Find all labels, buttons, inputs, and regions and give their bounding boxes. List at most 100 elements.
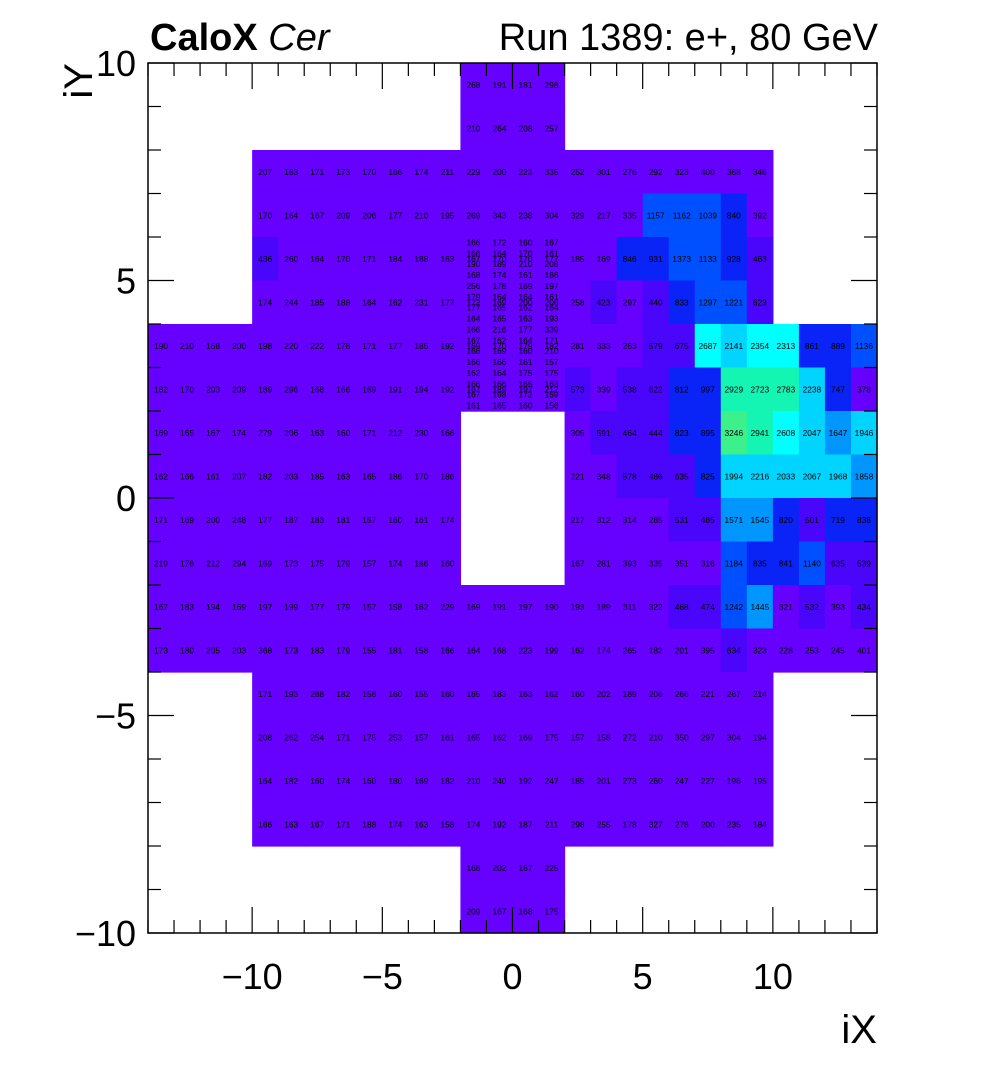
cell-value-label: 157 (362, 602, 376, 612)
cell-value-label: 623 (753, 297, 767, 307)
heatmap-cell (850, 585, 878, 630)
cell-value-label: 178 (336, 341, 350, 351)
cell-value-label: 1133 (699, 254, 717, 264)
heatmap-cell (330, 802, 357, 847)
cell-value-label: 169 (466, 602, 480, 612)
cell-value-label: 1221 (724, 297, 743, 307)
heatmap-cell (512, 889, 540, 934)
cell-value-label: 288 (310, 689, 324, 699)
heatmap-cell (460, 247, 488, 260)
cell-value-label: 255 (597, 819, 611, 829)
cell-value-label: 165 (519, 379, 533, 389)
cell-value-label: 167 (466, 390, 480, 400)
cell-value-label: 1242 (724, 602, 743, 612)
heatmap-cell (668, 759, 696, 804)
heatmap-cell (668, 715, 696, 760)
cell-value-label: 240 (492, 776, 506, 786)
cell-value-label: 157 (414, 732, 428, 742)
cell-value-label: 248 (232, 515, 246, 525)
heatmap-cell (278, 324, 305, 369)
cell-value-label: 298 (545, 80, 559, 90)
y-tick-label: 0 (116, 478, 136, 519)
heatmap-cell (512, 715, 540, 760)
heatmap-cell (512, 356, 540, 369)
cell-value-label: 321 (779, 602, 793, 612)
heatmap-cell (746, 541, 774, 586)
cell-value-label: 193 (571, 602, 585, 612)
cell-value-label: 635 (831, 558, 845, 568)
cell-value-label: 175 (362, 732, 376, 742)
cell-value-label: 166 (258, 819, 272, 829)
cell-value-label: 158 (414, 645, 428, 655)
heatmap-cell (330, 237, 357, 282)
heatmap-cell (356, 585, 383, 630)
heatmap-cell (330, 541, 357, 586)
heatmap-cell (460, 237, 488, 249)
heatmap-cell (382, 280, 409, 325)
cell-value-label: 167 (466, 384, 480, 394)
heatmap-cell (538, 759, 566, 804)
cell-value-label: 200 (492, 167, 506, 177)
heatmap-cell (304, 193, 331, 238)
cell-value-label: 203 (206, 384, 220, 394)
cell-value-label: 434 (857, 602, 871, 612)
heatmap-cell (226, 411, 253, 456)
cell-value-label: 197 (519, 602, 533, 612)
heatmap-cell (746, 193, 774, 238)
cell-value-label: 245 (831, 645, 845, 655)
heatmap-cell (538, 269, 566, 282)
cell-value-label: 206 (649, 689, 663, 699)
heatmap-cell (694, 672, 722, 717)
cell-value-label: 252 (571, 167, 585, 177)
heatmap-cell (460, 345, 488, 358)
heatmap-cell (564, 411, 592, 456)
cell-value-label: 2941 (751, 428, 770, 438)
heatmap-cell (434, 454, 462, 499)
heatmap-cell (460, 63, 488, 108)
cell-value-label: 169 (519, 732, 533, 742)
cell-value-label: 164 (258, 776, 272, 786)
heatmap-cell (278, 672, 305, 717)
y-tick-label: 10 (96, 43, 136, 84)
heatmap-cell (564, 715, 592, 760)
cell-value-label: 1039 (698, 210, 717, 220)
heatmap-cell (694, 802, 722, 847)
heatmap-cell (460, 280, 488, 292)
heatmap-cell (668, 585, 696, 630)
cell-value-label: 194 (206, 602, 220, 612)
cell-value-label: 161 (519, 270, 533, 280)
heatmap-cell (356, 367, 383, 412)
cell-value-label: 189 (258, 384, 272, 394)
cell-value-label: 573 (571, 384, 585, 394)
heatmap-cell (486, 628, 514, 673)
cell-value-label: 719 (831, 515, 845, 525)
heatmap-cell (356, 324, 383, 369)
heatmap-cell (304, 498, 331, 543)
cell-value-label: 158 (597, 732, 611, 742)
heatmap-cell (564, 150, 592, 195)
cell-value-label: 180 (388, 776, 402, 786)
heatmap-cell (382, 628, 409, 673)
heatmap-cell (746, 628, 774, 673)
heatmap-cell (616, 498, 644, 543)
cell-value-label: 2238 (803, 384, 822, 394)
cell-value-label: 168 (466, 863, 480, 873)
cell-value-label: 1157 (647, 210, 665, 220)
heatmap-cell (564, 193, 592, 238)
heatmap-cell (174, 541, 201, 586)
heatmap-cell (382, 672, 409, 717)
cell-value-label: 202 (492, 863, 506, 873)
cell-value-label: 316 (701, 558, 715, 568)
heatmap-cell (408, 411, 435, 456)
heatmap-cell (486, 258, 514, 271)
heatmap-cell (252, 802, 279, 847)
heatmap-cell (356, 280, 383, 325)
heatmap-cell (616, 715, 644, 760)
heatmap-cell (798, 367, 826, 412)
heatmap-cell (356, 759, 383, 804)
heatmap-cell (512, 389, 540, 401)
heatmap-cell (148, 585, 175, 630)
heatmap-cell (200, 411, 227, 456)
heatmap-cell (460, 356, 488, 369)
cell-value-label: 348 (597, 471, 611, 481)
